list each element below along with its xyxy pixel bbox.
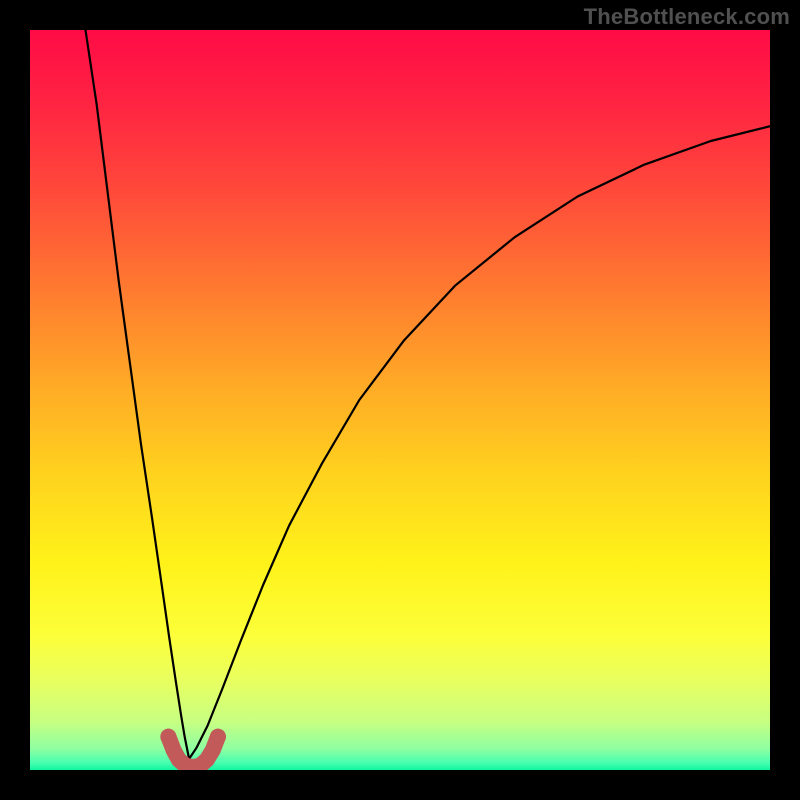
figure-root: TheBottleneck.com bbox=[0, 0, 800, 800]
bottom-marker-dot-left bbox=[160, 729, 176, 745]
bottom-marker-dot-right bbox=[210, 729, 226, 745]
watermark-text: TheBottleneck.com bbox=[584, 4, 790, 30]
chart-svg bbox=[30, 30, 770, 770]
gradient-background bbox=[30, 30, 770, 770]
plot-area bbox=[30, 30, 770, 770]
